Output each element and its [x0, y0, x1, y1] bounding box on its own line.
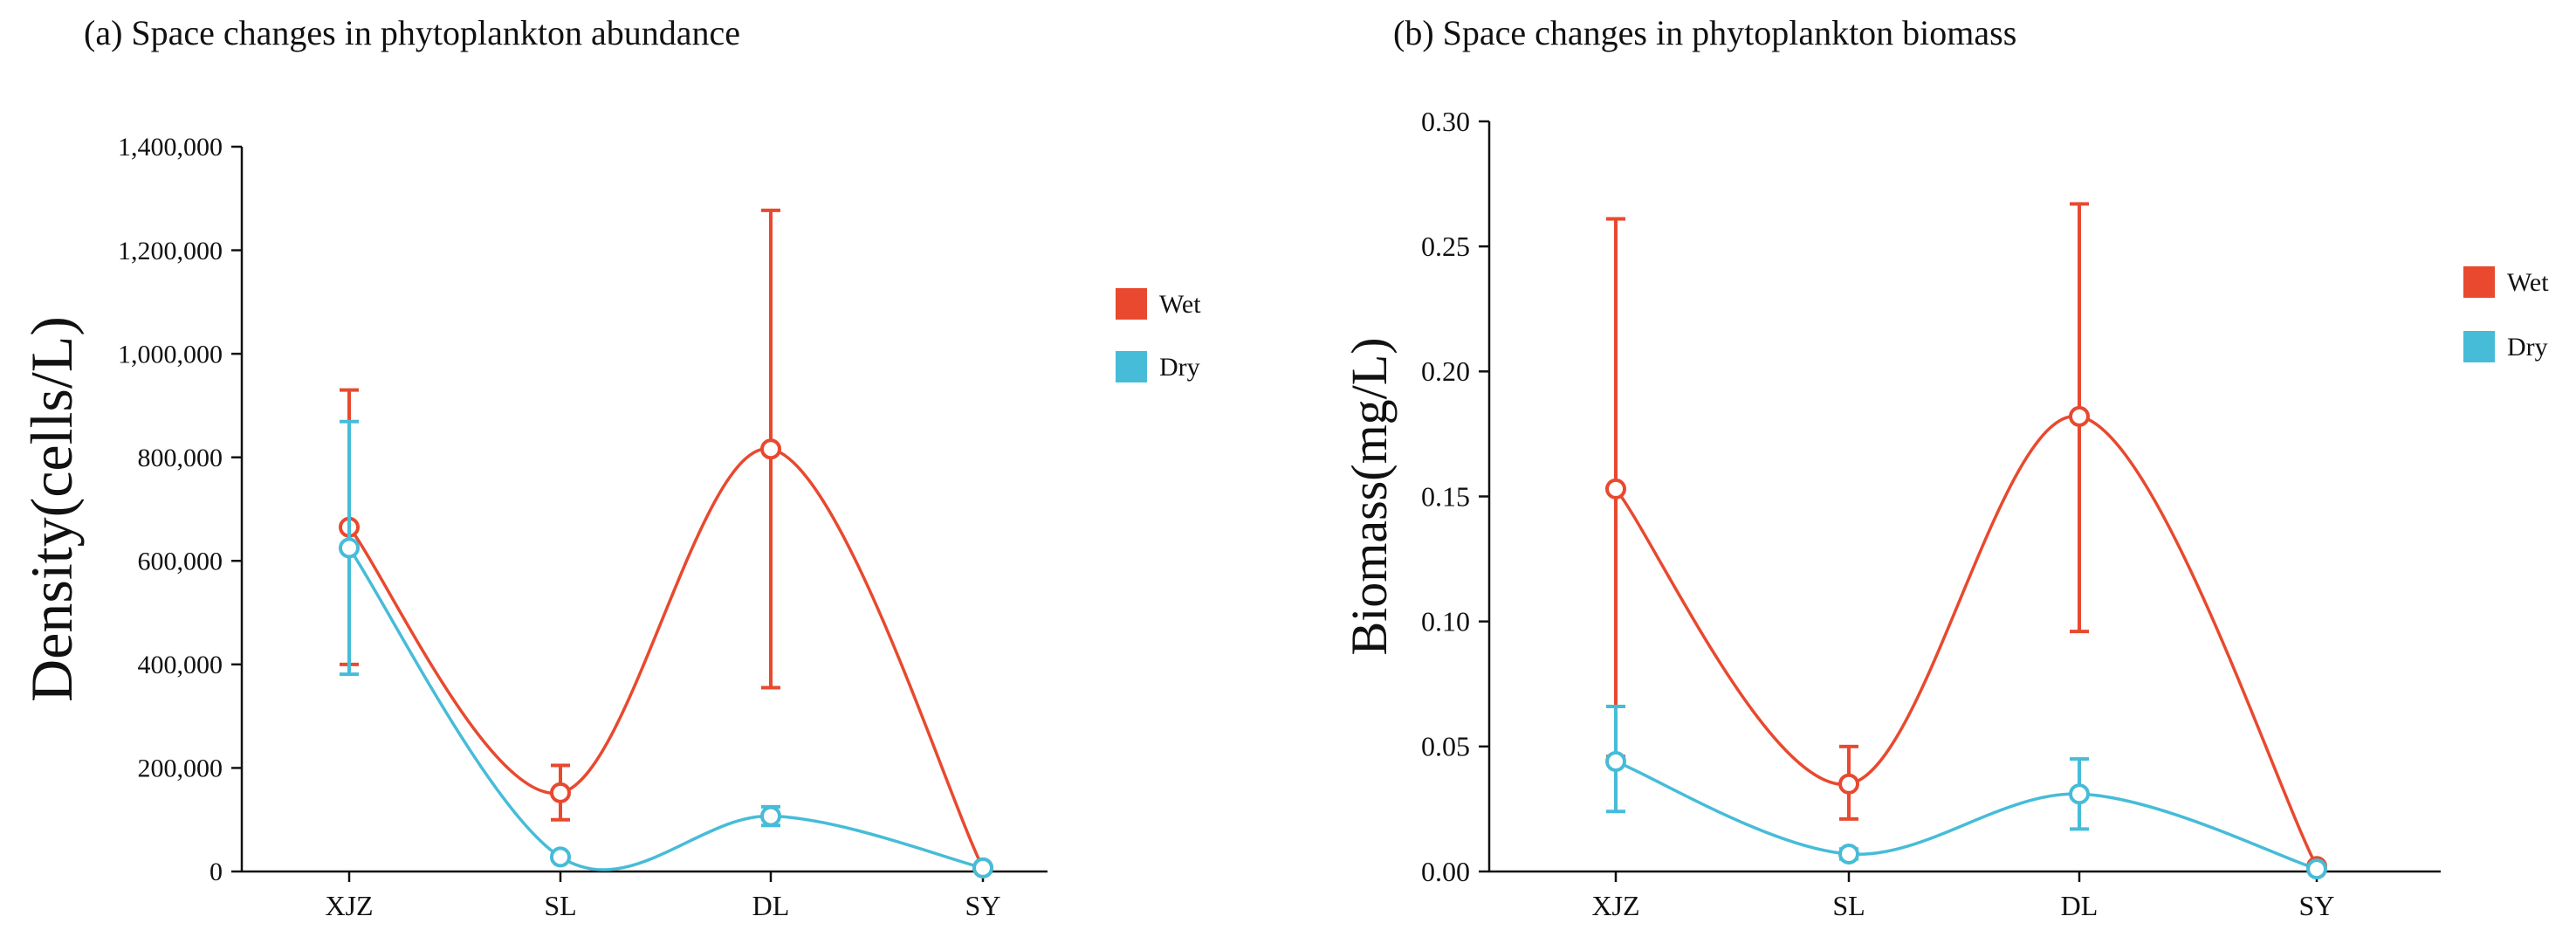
data-point-wet	[1605, 478, 1626, 499]
y-tick-label: 0.15	[1421, 480, 1470, 512]
data-point-dry	[1838, 843, 1859, 865]
y-tick-label: 0.05	[1421, 731, 1470, 762]
y-tick-label: 0.10	[1421, 606, 1470, 637]
data-point-dry	[550, 846, 571, 868]
data-point-dry	[2306, 858, 2327, 880]
chart-title: (a) Space changes in phytoplankton abund…	[84, 13, 740, 52]
x-tick-label: SL	[1832, 890, 1865, 921]
x-tick-label: SY	[965, 890, 1001, 921]
y-tick-label: 1,400,000	[118, 133, 223, 162]
abundance-chart: 0 200,000 400,000 600,000 800,000 1,000,000 1,…	[18, 133, 1201, 921]
y-tick-label: 800,000	[138, 444, 223, 472]
data-point-dry	[760, 805, 781, 827]
data-point-dry	[972, 857, 993, 878]
legend-label-dry: Dry	[2507, 333, 2548, 362]
chart-panel-biomass: (b) Space changes in phytoplankton bioma…	[1288, 0, 2576, 930]
legend-label-wet: Wet	[1159, 290, 1201, 319]
legend-swatch-dry	[2463, 331, 2495, 362]
legend-swatch-wet	[2463, 266, 2495, 298]
data-point-wet	[550, 782, 571, 803]
y-tick-label: 1,000,000	[118, 340, 223, 369]
series-line-wet	[347, 447, 985, 869]
data-point-wet	[2069, 405, 2090, 427]
biomass-chart: 0.00 0.05 0.10 0.15 0.20 0.25 0.30 XJZ SL DL SY Bio…	[1341, 106, 2549, 921]
legend-swatch-wet	[1116, 288, 1147, 320]
y-tick-label: 0.30	[1421, 106, 1470, 137]
data-point-dry	[2069, 783, 2090, 805]
legend-swatch-dry	[1116, 351, 1147, 382]
y-tick-label: 0	[210, 858, 223, 886]
x-tick-label: SY	[2299, 890, 2335, 921]
data-point-dry	[339, 537, 360, 559]
data-point-wet	[760, 438, 781, 460]
y-axis-label: Density(cells/L)	[18, 316, 85, 702]
chart-panel-abundance: (a) Space changes in phytoplankton abund…	[18, 13, 1201, 921]
x-tick-label: DL	[2061, 890, 2099, 921]
legend-label-wet: Wet	[2507, 268, 2549, 297]
y-tick-label: 0.25	[1421, 231, 1470, 262]
y-tick-label: 1,200,000	[118, 237, 223, 265]
y-tick-label: 400,000	[138, 651, 223, 679]
x-tick-label: XJZ	[325, 890, 373, 921]
y-tick-label: 600,000	[138, 547, 223, 575]
series-line-dry	[347, 547, 984, 871]
x-tick-label: XJZ	[1591, 890, 1639, 921]
chart-title: (b) Space changes in phytoplankton bioma…	[1393, 13, 2017, 52]
series-line-wet	[1614, 415, 2318, 868]
legend-label-dry: Dry	[1159, 353, 1200, 382]
y-tick-label: 0.20	[1421, 355, 1470, 387]
y-axis-label: Biomass(mg/L)	[1341, 337, 1398, 655]
x-tick-label: DL	[752, 890, 790, 921]
series-line-dry	[1615, 760, 2318, 871]
y-tick-label: 0.00	[1421, 856, 1470, 887]
data-point-wet	[1838, 773, 1859, 795]
x-tick-label: SL	[544, 890, 576, 921]
data-point-dry	[1605, 751, 1626, 773]
y-tick-label: 200,000	[138, 754, 223, 783]
